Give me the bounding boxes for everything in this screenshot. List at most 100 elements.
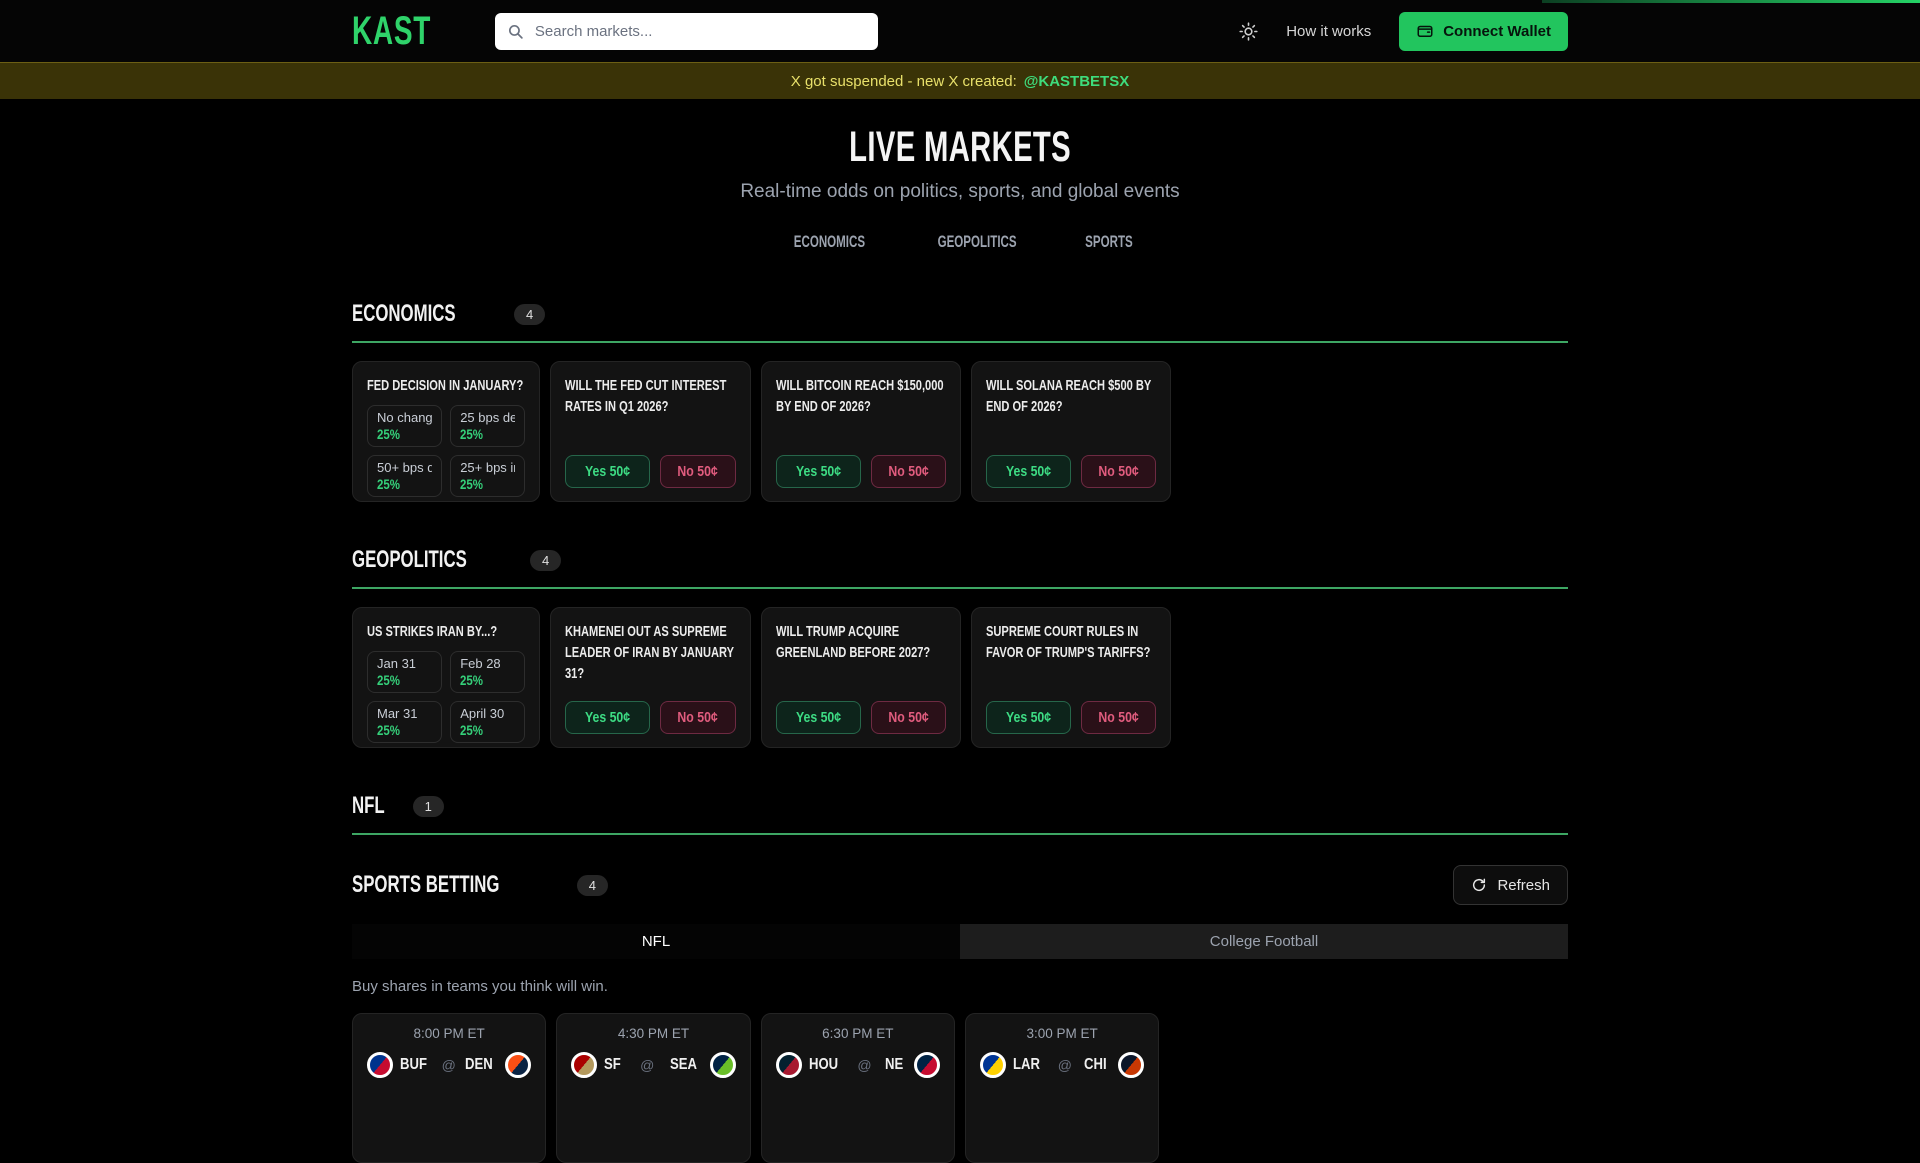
no-button[interactable]: No 50¢	[1080, 701, 1157, 734]
nfl-count-badge: 1	[412, 795, 444, 817]
sport-league-tabs: NFL College Football	[352, 924, 1568, 959]
geopolitics-count-badge: 4	[530, 549, 562, 571]
outcome-option[interactable]: Feb 28 25%	[450, 651, 526, 693]
hero: LIVE MARKETS Real-time odds on politics,…	[0, 123, 1920, 256]
market-card: SUPREME COURT RULES IN FAVOR OF TRUMP'S …	[970, 607, 1172, 748]
theme-toggle-button[interactable]	[1239, 21, 1258, 41]
away-team-abbr: BUF	[400, 1056, 427, 1073]
away-team: HOU	[775, 1052, 845, 1078]
outcome-odds: 25%	[460, 722, 484, 738]
no-button[interactable]: No 50¢	[1080, 455, 1157, 488]
market-title: US STRIKES IRAN BY...?	[367, 623, 498, 640]
geopolitics-cards: US STRIKES IRAN BY...? Jan 31 25% Feb 28…	[352, 607, 1568, 748]
market-title: KHAMENEI OUT AS SUPREME LEADER OF IRAN B…	[565, 623, 735, 682]
sports-betting-section-header: SPORTS BETTING 4 Refresh	[352, 865, 1568, 905]
market-card: KHAMENEI OUT AS SUPREME LEADER OF IRAN B…	[550, 607, 751, 748]
search-bar[interactable]	[494, 12, 878, 50]
yes-button[interactable]: Yes 50¢	[565, 701, 651, 734]
connect-wallet-label: Connect Wallet	[1443, 22, 1551, 40]
yes-button[interactable]: Yes 50¢	[775, 455, 861, 488]
team-logo	[505, 1052, 532, 1078]
league-tab-nfl[interactable]: NFL	[352, 924, 960, 959]
team-logo	[979, 1052, 1006, 1078]
market-title: FED DECISION IN JANUARY?	[367, 377, 524, 394]
yes-button[interactable]: Yes 50¢	[565, 455, 651, 488]
outcome-option[interactable]: Jan 31 25%	[367, 651, 443, 693]
tab-sports[interactable]: SPORTS	[1084, 232, 1133, 251]
at-symbol: @	[857, 1057, 872, 1073]
refresh-button[interactable]: Refresh	[1453, 865, 1568, 905]
game-card[interactable]: 4:30 PM ET SF @ SEA	[556, 1013, 751, 1163]
yes-button[interactable]: Yes 50¢	[775, 701, 861, 734]
refresh-icon	[1471, 877, 1487, 893]
league-tab-college-football[interactable]: College Football	[1209, 933, 1319, 950]
yes-button[interactable]: Yes 50¢	[985, 455, 1071, 488]
sports-betting-section-title: SPORTS BETTING	[352, 871, 500, 898]
kast-logo[interactable]: KAST	[352, 9, 465, 54]
home-team: CHI	[1084, 1052, 1145, 1078]
refresh-label: Refresh	[1497, 876, 1550, 894]
outcome-odds: 25%	[377, 476, 400, 492]
search-input[interactable]	[532, 21, 866, 41]
outcome-odds: 25%	[460, 426, 484, 442]
sun-icon	[1239, 21, 1258, 41]
outcome-odds: 25%	[460, 476, 484, 492]
main-content: ECONOMICS 4 FED DECISION IN JANUARY? No …	[352, 300, 1568, 1163]
outcome-odds: 25%	[377, 426, 400, 442]
kast-logo-text: KAST	[352, 8, 432, 53]
market-title: WILL SOLANA REACH $500 BY END OF 2026?	[985, 377, 1152, 415]
no-button[interactable]: No 50¢	[660, 455, 736, 488]
outcome-options: Jan 31 25% Feb 28 25% Mar 31 25% April 3…	[367, 651, 526, 743]
outcome-option[interactable]: Mar 31 25%	[367, 701, 443, 743]
outcome-option[interactable]: 50+ bps de... 25%	[367, 455, 443, 497]
away-team-abbr: HOU	[808, 1056, 838, 1073]
game-time: 6:30 PM ET	[822, 1026, 894, 1041]
wallet-icon	[1416, 22, 1434, 40]
market-card: WILL BITCOIN REACH $150,000 BY END OF 20…	[760, 361, 961, 502]
game-time: 4:30 PM ET	[617, 1026, 690, 1041]
team-logo	[709, 1052, 736, 1078]
outcome-option[interactable]: No change 25%	[367, 405, 443, 447]
market-card: WILL THE FED CUT INTEREST RATES IN Q1 20…	[550, 361, 751, 502]
home-team-abbr: CHI	[1083, 1056, 1107, 1073]
game-card[interactable]: 3:00 PM ET LAR @ CHI	[964, 1013, 1160, 1163]
sports-betting-subtitle: Buy shares in teams you think will win.	[352, 978, 608, 995]
team-logo	[367, 1052, 393, 1078]
market-title: WILL THE FED CUT INTEREST RATES IN Q1 20…	[565, 377, 727, 415]
economics-section-header: ECONOMICS 4	[352, 300, 1568, 343]
page-title: LIVE MARKETS	[849, 123, 1071, 171]
yes-button[interactable]: Yes 50¢	[985, 701, 1071, 734]
no-button[interactable]: No 50¢	[660, 701, 736, 734]
game-time: 8:00 PM ET	[413, 1026, 485, 1041]
outcome-option[interactable]: April 30 25%	[450, 701, 526, 743]
outcome-odds: 25%	[377, 722, 400, 738]
market-card: FED DECISION IN JANUARY? No change 25% 2…	[352, 361, 541, 502]
away-team: BUF	[367, 1052, 433, 1078]
game-card[interactable]: 8:00 PM ET BUF @ DEN	[352, 1013, 547, 1163]
no-button[interactable]: No 50¢	[870, 701, 946, 734]
home-team: NE	[885, 1052, 940, 1078]
no-button[interactable]: No 50¢	[870, 455, 946, 488]
how-it-works-link[interactable]: How it works	[1286, 22, 1372, 40]
home-team-abbr: NE	[884, 1056, 903, 1073]
nfl-section-title: NFL	[352, 792, 385, 819]
outcome-option[interactable]: 25 bps dec... 25%	[450, 405, 526, 447]
banner-x-handle-link[interactable]: @KASTBETSX	[1023, 72, 1130, 90]
home-team-abbr: SEA	[669, 1056, 697, 1073]
market-card: WILL TRUMP ACQUIRE GREENLAND BEFORE 2027…	[760, 607, 961, 748]
sports-betting-count-badge: 4	[576, 874, 608, 896]
connect-wallet-button[interactable]: Connect Wallet	[1399, 11, 1568, 51]
game-card[interactable]: 6:30 PM ET HOU @ NE	[760, 1013, 955, 1163]
top-progress-bar	[1542, 0, 1920, 3]
top-nav: KAST How i	[0, 0, 1920, 62]
announcement-banner: X got suspended - new X created: @KASTBE…	[0, 62, 1920, 99]
team-logo	[1118, 1052, 1145, 1078]
tab-economics[interactable]: ECONOMICS	[793, 232, 865, 251]
tab-geopolitics[interactable]: GEOPOLITICS	[937, 232, 1017, 251]
away-team-abbr: SF	[604, 1056, 622, 1073]
page-subtitle: Real-time odds on politics, sports, and …	[740, 181, 1180, 202]
home-team-abbr: DEN	[464, 1056, 493, 1073]
at-symbol: @	[441, 1057, 456, 1073]
economics-count-badge: 4	[514, 303, 546, 325]
outcome-option[interactable]: 25+ bps inc... 25%	[450, 455, 526, 497]
